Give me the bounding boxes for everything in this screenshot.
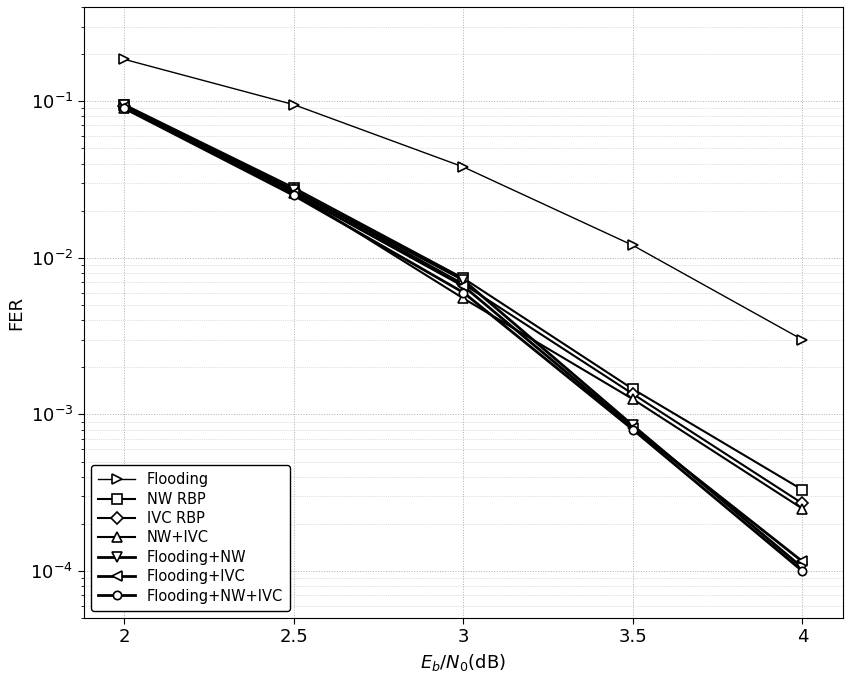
IVC RBP xyxy=(119,102,129,110)
Flooding+NW xyxy=(628,422,638,430)
Line: IVC RBP: IVC RBP xyxy=(121,102,807,507)
IVC RBP xyxy=(458,280,468,288)
Flooding+NW+IVC xyxy=(119,104,129,112)
Flooding+IVC xyxy=(289,189,299,197)
Flooding xyxy=(797,336,808,344)
Flooding xyxy=(289,101,299,109)
Y-axis label: FER: FER xyxy=(7,296,25,330)
Line: Flooding+NW+IVC: Flooding+NW+IVC xyxy=(121,104,807,575)
Flooding xyxy=(458,163,468,171)
Flooding+NW+IVC xyxy=(458,288,468,296)
NW RBP xyxy=(628,385,638,393)
Flooding+IVC xyxy=(458,282,468,290)
IVC RBP xyxy=(797,499,808,507)
Flooding+NW xyxy=(797,564,808,572)
NW+IVC xyxy=(289,189,299,197)
IVC RBP xyxy=(628,390,638,398)
Flooding+NW+IVC xyxy=(289,191,299,199)
Line: Flooding+NW: Flooding+NW xyxy=(120,101,808,573)
NW+IVC xyxy=(797,505,808,513)
NW RBP xyxy=(289,184,299,192)
IVC RBP xyxy=(289,186,299,194)
NW RBP xyxy=(119,101,129,109)
Line: Flooding: Flooding xyxy=(120,54,808,345)
Flooding+NW xyxy=(289,186,299,194)
Flooding+IVC xyxy=(119,103,129,111)
Line: NW RBP: NW RBP xyxy=(120,100,808,494)
Legend: Flooding, NW RBP, IVC RBP, NW+IVC, Flooding+NW, Flooding+IVC, Flooding+NW+IVC: Flooding, NW RBP, IVC RBP, NW+IVC, Flood… xyxy=(91,465,290,611)
Flooding xyxy=(119,55,129,63)
X-axis label: $E_b/N_0$(dB): $E_b/N_0$(dB) xyxy=(421,652,507,673)
NW RBP xyxy=(797,486,808,494)
Flooding+NW xyxy=(458,276,468,284)
NW+IVC xyxy=(458,294,468,303)
NW RBP xyxy=(458,274,468,282)
Flooding xyxy=(628,241,638,250)
Line: Flooding+IVC: Flooding+IVC xyxy=(120,102,808,566)
Flooding+IVC xyxy=(797,558,808,566)
Flooding+NW+IVC xyxy=(628,426,638,434)
Line: NW+IVC: NW+IVC xyxy=(120,103,808,513)
Flooding+NW+IVC xyxy=(797,567,808,575)
Flooding+IVC xyxy=(628,424,638,432)
NW+IVC xyxy=(119,104,129,112)
Flooding+NW xyxy=(119,101,129,109)
NW+IVC xyxy=(628,395,638,403)
